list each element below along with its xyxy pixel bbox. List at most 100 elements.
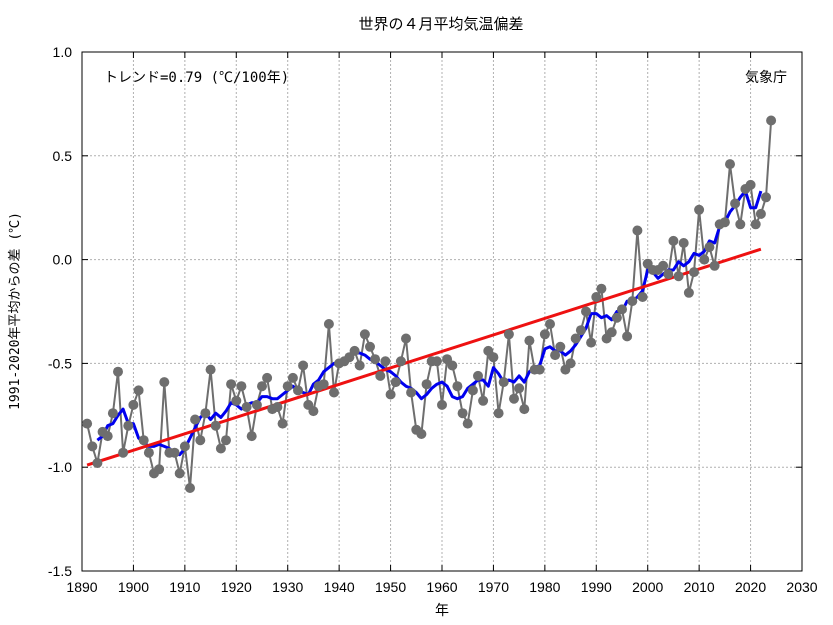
annual-data-point bbox=[416, 429, 427, 439]
annual-data-point bbox=[277, 418, 288, 429]
annual-data-point bbox=[730, 198, 741, 209]
x-tick-label: 1920 bbox=[221, 579, 252, 595]
annual-data-point bbox=[514, 383, 525, 394]
annual-data-point bbox=[143, 447, 154, 458]
annual-data-point bbox=[478, 395, 489, 406]
annual-data-point bbox=[755, 208, 766, 219]
annual-data-point bbox=[185, 483, 195, 493]
annual-data-point bbox=[637, 292, 648, 302]
annual-data-point bbox=[555, 341, 566, 352]
annual-data-point bbox=[570, 333, 581, 344]
annual-data-point bbox=[627, 296, 638, 307]
annual-data-point bbox=[138, 435, 149, 446]
series-layer bbox=[82, 115, 777, 493]
annual-data-point bbox=[699, 254, 710, 265]
annual-data-point bbox=[534, 364, 545, 375]
annual-data-point bbox=[581, 306, 591, 317]
annual-data-point bbox=[308, 406, 319, 417]
y-tick-label: 1.0 bbox=[53, 44, 73, 60]
annual-data-point bbox=[719, 217, 730, 228]
y-tick-label: -1.0 bbox=[48, 459, 72, 475]
annual-data-point bbox=[395, 356, 406, 367]
annual-data-point bbox=[118, 447, 129, 458]
x-tick-label: 1960 bbox=[426, 579, 457, 595]
annual-data-point bbox=[154, 464, 165, 475]
annual-data-point bbox=[210, 420, 221, 431]
annual-data-point bbox=[550, 350, 561, 361]
annual-data-point bbox=[205, 364, 216, 375]
annual-data-point bbox=[735, 219, 746, 230]
annual-data-point bbox=[200, 408, 211, 419]
annual-data-point bbox=[133, 385, 144, 396]
annual-data-point bbox=[169, 447, 180, 458]
annual-data-point bbox=[586, 337, 597, 348]
annual-data-point bbox=[221, 435, 231, 446]
y-axis-label: 1991-2020年平均からの差 (℃) bbox=[8, 212, 23, 410]
annual-data-point bbox=[473, 370, 483, 381]
chart-title: 世界の４月平均気温偏差 bbox=[358, 15, 523, 33]
annual-data-point bbox=[380, 356, 391, 367]
annual-data-point bbox=[195, 435, 206, 446]
annual-data-point bbox=[462, 418, 473, 429]
annual-data-point bbox=[565, 358, 576, 369]
x-tick-label: 2020 bbox=[735, 579, 766, 595]
annual-data-point bbox=[123, 420, 134, 431]
annual-data-point bbox=[509, 393, 519, 404]
annual-data-point bbox=[359, 329, 370, 340]
annual-data-point bbox=[287, 372, 298, 383]
annual-data-point bbox=[293, 385, 303, 396]
annual-data-point bbox=[174, 468, 185, 479]
annual-data-point bbox=[766, 115, 777, 126]
annual-data-point bbox=[385, 389, 396, 400]
annual-data-point bbox=[107, 408, 118, 419]
x-tick-label: 2000 bbox=[632, 579, 663, 595]
annual-data-point bbox=[329, 387, 339, 398]
annual-data-point bbox=[632, 225, 643, 236]
annual-data-point bbox=[406, 387, 417, 398]
annual-data-point bbox=[215, 443, 226, 454]
annual-data-point bbox=[282, 381, 293, 392]
annual-data-point bbox=[503, 329, 514, 340]
annual-data-point bbox=[431, 356, 442, 367]
x-tick-label: 1900 bbox=[118, 579, 149, 595]
plot-frame bbox=[81, 51, 803, 572]
annual-data-point bbox=[257, 381, 267, 392]
annual-data-point bbox=[457, 408, 468, 419]
annual-data-point bbox=[390, 377, 401, 388]
annual-data-point bbox=[128, 399, 139, 410]
annual-data-point bbox=[241, 402, 252, 412]
x-tick-label: 1940 bbox=[324, 579, 355, 595]
annual-data-point bbox=[401, 333, 411, 344]
annual-data-point bbox=[750, 219, 761, 230]
x-tick-label: 1970 bbox=[478, 579, 509, 595]
annual-data-point bbox=[365, 341, 375, 352]
annual-data-point bbox=[323, 319, 334, 329]
x-tick-label: 1890 bbox=[66, 579, 97, 595]
annual-data-point bbox=[704, 242, 715, 253]
annual-data-point bbox=[231, 395, 242, 406]
x-tick-label: 2030 bbox=[786, 579, 817, 595]
annual-data-point bbox=[689, 267, 699, 278]
annual-data-point bbox=[745, 179, 756, 190]
x-tick-label: 1930 bbox=[272, 579, 303, 595]
annual-data-point bbox=[694, 204, 705, 215]
annual-data-point bbox=[246, 431, 257, 442]
annual-data-point bbox=[524, 335, 535, 346]
annual-data-point bbox=[375, 370, 386, 381]
annual-data-point bbox=[179, 441, 190, 452]
y-tick-label: 0.5 bbox=[53, 148, 73, 164]
annual-data-point bbox=[113, 366, 123, 377]
annual-data-point bbox=[622, 331, 633, 342]
annual-data-point bbox=[102, 431, 113, 442]
annual-data-point bbox=[447, 360, 458, 371]
annual-data-point bbox=[591, 292, 602, 302]
annual-data-point bbox=[663, 269, 674, 280]
annual-data-point bbox=[709, 260, 720, 271]
grid-layer bbox=[82, 52, 802, 571]
annual-data-point bbox=[226, 379, 237, 390]
annual-data-point bbox=[272, 402, 283, 412]
annual-data-point bbox=[349, 345, 360, 356]
x-tick-label: 1980 bbox=[529, 579, 560, 595]
annual-data-point bbox=[354, 360, 365, 371]
